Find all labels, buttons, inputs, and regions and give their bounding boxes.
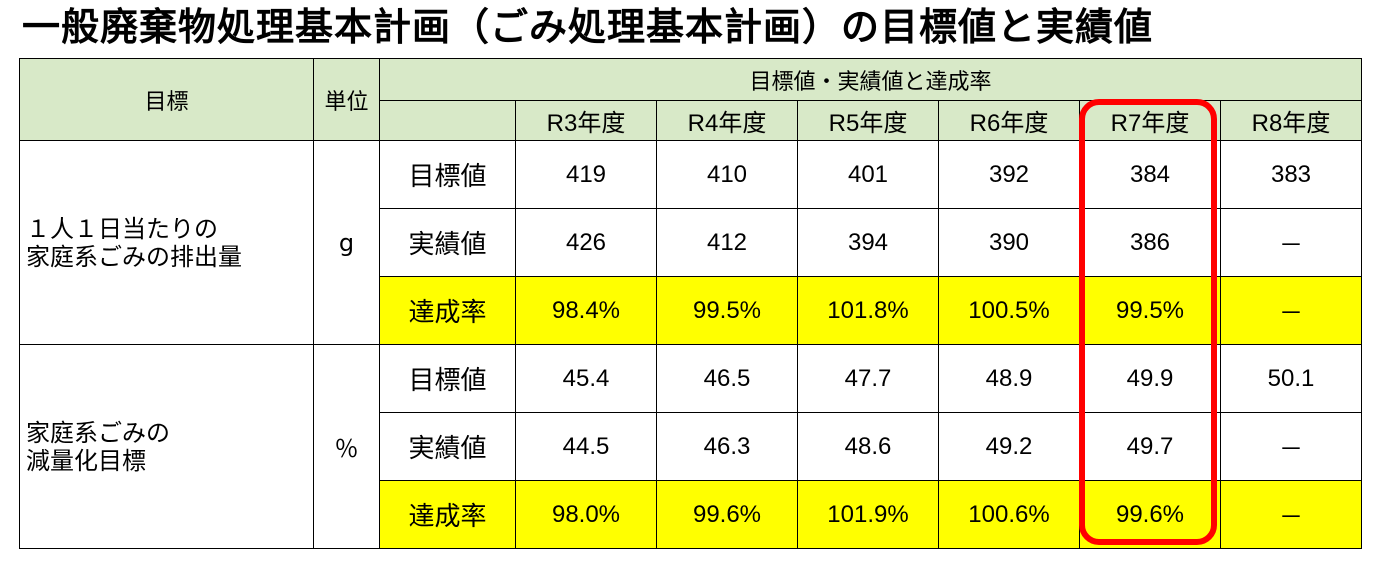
value-cell: 419: [515, 140, 657, 209]
value-cell: －: [1220, 480, 1362, 549]
unit-cell: g: [313, 140, 380, 345]
value-cell: 383: [1220, 140, 1362, 209]
value-cell: 48.9: [938, 344, 1080, 413]
row-label: 達成率: [379, 276, 516, 345]
row-label: 達成率: [379, 480, 516, 549]
header-goal: 目標: [19, 58, 314, 141]
value-cell: 46.5: [656, 344, 798, 413]
header-year: R5年度: [797, 100, 939, 141]
value-cell: 99.5%: [1079, 276, 1221, 345]
value-cell: 100.6%: [938, 480, 1080, 549]
value-cell: 45.4: [515, 344, 657, 413]
goal-cell: 家庭系ごみの 減量化目標: [19, 344, 314, 549]
value-cell: 99.6%: [1079, 480, 1221, 549]
value-cell: 50.1: [1220, 344, 1362, 413]
goal-line: 家庭系ごみの: [26, 418, 170, 447]
value-cell: 384: [1079, 140, 1221, 209]
table-row: 実績値 44.5 46.3 48.6 49.2 49.7 －: [20, 412, 1362, 481]
header-year: R8年度: [1220, 100, 1362, 141]
value-cell: 46.3: [656, 412, 798, 481]
goal-line: １人１日当たりの: [26, 214, 218, 243]
value-cell: 101.9%: [797, 480, 939, 549]
goal-cell: １人１日当たりの 家庭系ごみの排出量: [19, 140, 314, 345]
value-cell: 100.5%: [938, 276, 1080, 345]
targets-table: 目標 単位 目標値・実績値と達成率 R3年度 R4年度 R5年度 R6年度 R7…: [19, 58, 1362, 549]
row-label: 目標値: [379, 344, 516, 413]
value-cell: 101.8%: [797, 276, 939, 345]
table-row: １人１日当たりの 家庭系ごみの排出量 g 目標値 419 410 401 392…: [19, 140, 1362, 345]
value-cell: 47.7: [797, 344, 939, 413]
page-title: 一般廃棄物処理基本計画（ごみ処理基本計画）の目標値と実績値: [22, 5, 1154, 49]
value-cell: 98.0%: [515, 480, 657, 549]
value-cell: －: [1220, 412, 1362, 481]
value-cell: 426: [515, 208, 657, 277]
goal-line: 減量化目標: [26, 446, 146, 475]
table-row: 達成率 98.0% 99.6% 101.9% 100.6% 99.6% －: [20, 480, 1362, 549]
value-cell: 49.7: [1079, 412, 1221, 481]
value-cell: 390: [938, 208, 1080, 277]
table-row: 達成率 98.4% 99.5% 101.8% 100.5% 99.5% －: [20, 276, 1362, 345]
value-cell: 412: [656, 208, 798, 277]
header-year: R6年度: [938, 100, 1080, 141]
goal-line: 家庭系ごみの排出量: [26, 242, 242, 271]
value-cell: 48.6: [797, 412, 939, 481]
value-cell: 394: [797, 208, 939, 277]
header-year: R7年度: [1079, 100, 1221, 141]
header-year: R4年度: [656, 100, 798, 141]
header-unit: 単位: [313, 58, 380, 141]
value-cell: －: [1220, 276, 1362, 345]
value-cell: 98.4%: [515, 276, 657, 345]
table-row: 家庭系ごみの 減量化目標 ％ 目標値 45.4 46.5 47.7 48.9 4…: [19, 344, 1362, 549]
value-cell: －: [1220, 208, 1362, 277]
row-label: 目標値: [379, 140, 516, 209]
value-cell: 410: [656, 140, 798, 209]
value-cell: 386: [1079, 208, 1221, 277]
header-year: R3年度: [515, 100, 657, 141]
value-cell: 49.9: [1079, 344, 1221, 413]
row-label: 実績値: [379, 412, 516, 481]
value-cell: 99.6%: [656, 480, 798, 549]
value-cell: 99.5%: [656, 276, 798, 345]
unit-cell: ％: [313, 344, 380, 549]
row-label: 実績値: [379, 208, 516, 277]
header-group: 目標値・実績値と達成率: [379, 58, 1362, 101]
value-cell: 392: [938, 140, 1080, 209]
value-cell: 49.2: [938, 412, 1080, 481]
value-cell: 401: [797, 140, 939, 209]
value-cell: 44.5: [515, 412, 657, 481]
